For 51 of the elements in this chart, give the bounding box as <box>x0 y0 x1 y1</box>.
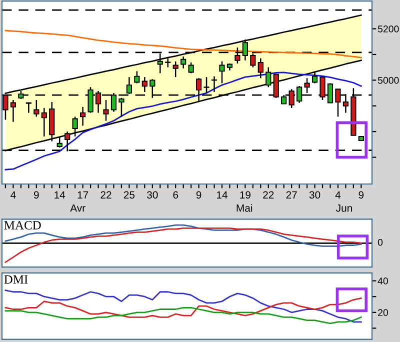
text: Avr <box>70 204 86 212</box>
candlestick <box>72 116 78 138</box>
x-tick-label: 30 <box>147 191 158 199</box>
text: Jun <box>336 204 352 212</box>
y-tick-label: 5200 <box>378 26 399 32</box>
candlestick <box>312 72 318 84</box>
x-tick-label: 19 <box>240 191 250 199</box>
x-tick-label: 22 <box>263 191 274 198</box>
line-series <box>4 290 362 323</box>
x-tick-label: 9 <box>196 191 202 199</box>
candlestick <box>196 77 202 102</box>
candlestick <box>118 97 124 118</box>
x-tick-label: 17 <box>78 191 88 198</box>
candlestick <box>211 76 218 93</box>
ref-line-label: 0 <box>378 238 383 246</box>
x-tick-label: 14 <box>216 191 228 198</box>
candlestick <box>10 99 16 122</box>
x-tick-label: 9 <box>358 191 364 199</box>
x-tick-label: 4 <box>10 191 16 198</box>
x-tick-label: 25 <box>124 191 135 199</box>
candlestick <box>134 70 140 84</box>
y-tick-label: 20 <box>378 309 388 316</box>
candlestick <box>41 107 47 138</box>
text: Mai <box>236 204 252 212</box>
line-series <box>4 306 362 324</box>
candlestick <box>142 76 148 93</box>
x-tick-label: 30 <box>309 191 320 199</box>
candlestick <box>258 58 264 79</box>
x-tick-label: 9 <box>34 191 39 199</box>
candlestick <box>56 136 62 148</box>
candlestick <box>180 56 186 69</box>
line-series <box>4 72 362 170</box>
line-series <box>4 30 362 58</box>
candlestick <box>103 99 109 122</box>
x-tick-label: 4 <box>335 191 341 198</box>
x-tick-label: 27 <box>286 191 297 198</box>
y-tick-label: 5000 <box>378 76 399 84</box>
candlestick <box>80 106 86 126</box>
candlestick <box>219 60 225 84</box>
candlestick <box>266 66 272 88</box>
y-tick-label: 40 <box>378 278 388 284</box>
candlestick <box>26 102 32 114</box>
x-tick-label: 6 <box>173 191 178 199</box>
chart-title: MACD <box>4 221 41 230</box>
candlestick <box>34 99 40 118</box>
candlestick <box>188 62 194 74</box>
candlestick <box>165 58 171 68</box>
x-tick-label: 22 <box>100 191 112 198</box>
candlestick <box>172 60 178 78</box>
x-tick-label: 14 <box>54 191 66 198</box>
chart-title: DMI <box>4 275 28 284</box>
